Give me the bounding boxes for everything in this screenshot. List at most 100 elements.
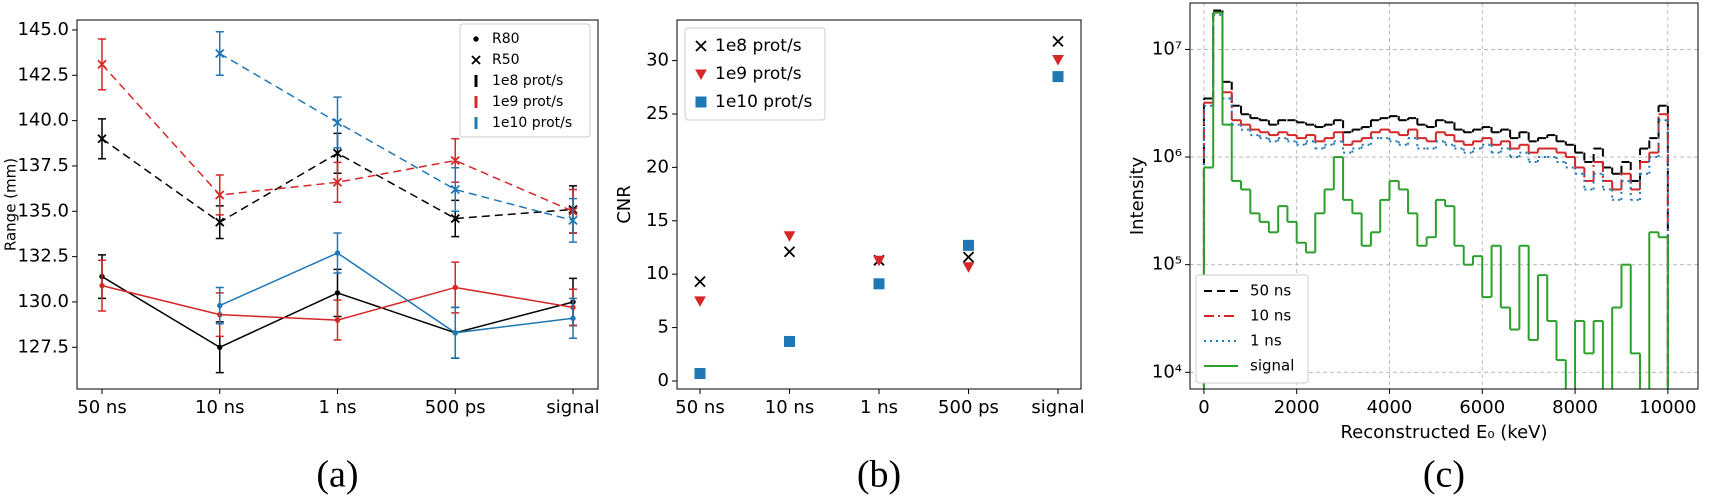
marker: [873, 278, 885, 290]
legend-label: 50 ns: [1250, 282, 1291, 300]
marker: [473, 36, 479, 42]
marker: [332, 177, 343, 187]
y-tick-label: 10⁶: [1152, 146, 1182, 167]
series-line: [101, 63, 574, 212]
panel-label: (b): [857, 454, 901, 496]
legend-label: R80: [492, 31, 520, 47]
error-cap: [333, 96, 342, 149]
y-tick-label: 5: [658, 317, 669, 338]
x-tick-label: 6000: [1459, 397, 1505, 418]
x-tick-label: 50 ns: [77, 397, 126, 418]
y-axis-label: Intensity: [1127, 156, 1148, 235]
error-cap: [333, 232, 342, 274]
legend-label: R50: [492, 52, 520, 68]
x-tick-label: 0: [1198, 397, 1209, 418]
marker: [963, 239, 974, 251]
error-cap: [569, 197, 577, 243]
marker: [962, 251, 975, 263]
marker: [215, 190, 225, 200]
marker: [695, 69, 707, 81]
marker: [695, 96, 707, 108]
y-tick-label: 142.5: [17, 64, 69, 85]
error-cap: [451, 306, 460, 359]
error-cap: [98, 118, 106, 160]
x-tick-label: 50 ns: [675, 397, 724, 418]
x-axis-label: Reconstructed E₀ (keV): [1340, 422, 1547, 443]
series-line: [219, 52, 574, 222]
y-tick-label: 130.0: [17, 291, 69, 312]
error-cap: [333, 161, 342, 203]
x-tick-label: 1 ns: [860, 397, 898, 418]
legend-label: 1e9 prot/s: [715, 64, 802, 84]
legend-box: [684, 27, 826, 121]
y-tick-label: 135.0: [17, 200, 69, 221]
y-tick-label: 10⁷: [1152, 38, 1182, 59]
marker: [783, 246, 796, 258]
marker: [217, 302, 223, 309]
marker: [97, 134, 107, 144]
legend-label: 1e9 prot/s: [492, 94, 563, 110]
marker: [1052, 35, 1064, 47]
marker: [1052, 55, 1064, 66]
y-tick-label: 30: [646, 50, 669, 71]
legend-label: 10 ns: [1250, 307, 1291, 325]
legend-label: 1e10 prot/s: [492, 115, 572, 131]
legend-box: [1195, 274, 1309, 384]
x-tick-label: 10000: [1639, 397, 1696, 418]
axes-frame: [676, 19, 1082, 390]
y-tick-label: 0: [658, 370, 669, 391]
marker: [695, 40, 707, 52]
marker: [332, 148, 343, 158]
axes-frame: [76, 19, 599, 390]
panel-label: (c): [1423, 454, 1465, 496]
marker: [332, 117, 343, 128]
y-tick-label: 15: [646, 210, 669, 231]
x-tick-label: signal: [1031, 397, 1084, 418]
y-tick-label: 140.0: [17, 110, 69, 131]
marker: [450, 213, 460, 224]
marker: [99, 282, 105, 289]
error-cap: [451, 167, 460, 213]
y-tick-label: 20: [646, 156, 669, 177]
marker: [568, 215, 578, 226]
x-tick-label: signal: [546, 397, 599, 418]
y-axis-label: CNR: [614, 185, 635, 224]
legend-label: 1 ns: [1250, 332, 1282, 350]
marker: [450, 155, 460, 166]
marker: [215, 48, 225, 59]
x-tick-label: 4000: [1367, 397, 1413, 418]
marker: [97, 59, 107, 70]
error-cap: [98, 259, 106, 312]
y-tick-label: 10: [646, 263, 669, 284]
legend-label: 1e8 prot/s: [715, 36, 802, 56]
marker: [694, 368, 706, 380]
legend-label: signal: [1250, 357, 1294, 375]
axes-frame: [1189, 2, 1699, 390]
error-cap: [98, 38, 106, 91]
legend-box: [459, 23, 591, 138]
y-tick-label: 10⁴: [1152, 361, 1182, 382]
marker: [570, 315, 576, 321]
marker: [873, 255, 885, 267]
y-tick-label: 145.0: [17, 19, 69, 40]
x-tick-label: 500 ps: [425, 397, 486, 418]
y-tick-label: 25: [646, 103, 669, 124]
y-tick-label: 137.5: [17, 155, 69, 176]
marker: [334, 317, 341, 323]
marker: [1052, 71, 1064, 83]
marker: [783, 231, 796, 242]
x-tick-label: 10 ns: [765, 397, 814, 418]
legend-label: 1e10 prot/s: [715, 92, 813, 112]
marker: [215, 217, 225, 227]
error-cap: [215, 31, 224, 77]
y-tick-label: 10⁵: [1152, 254, 1182, 275]
plot-area: [1202, 9, 1669, 389]
legend-label: 1e8 prot/s: [492, 73, 563, 89]
error-cap: [215, 286, 224, 325]
marker: [471, 55, 481, 65]
x-tick-label: 500 ps: [938, 397, 999, 418]
marker: [694, 296, 706, 307]
marker: [450, 184, 460, 195]
